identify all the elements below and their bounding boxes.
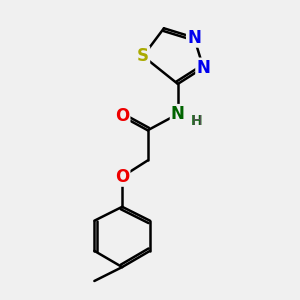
Text: H: H: [191, 114, 202, 128]
Text: H: H: [190, 114, 202, 128]
Text: S: S: [137, 47, 149, 65]
Text: N: N: [171, 105, 185, 123]
Text: N: N: [196, 59, 210, 77]
Text: O: O: [115, 107, 129, 125]
Text: N: N: [187, 28, 201, 46]
Text: O: O: [115, 168, 129, 186]
